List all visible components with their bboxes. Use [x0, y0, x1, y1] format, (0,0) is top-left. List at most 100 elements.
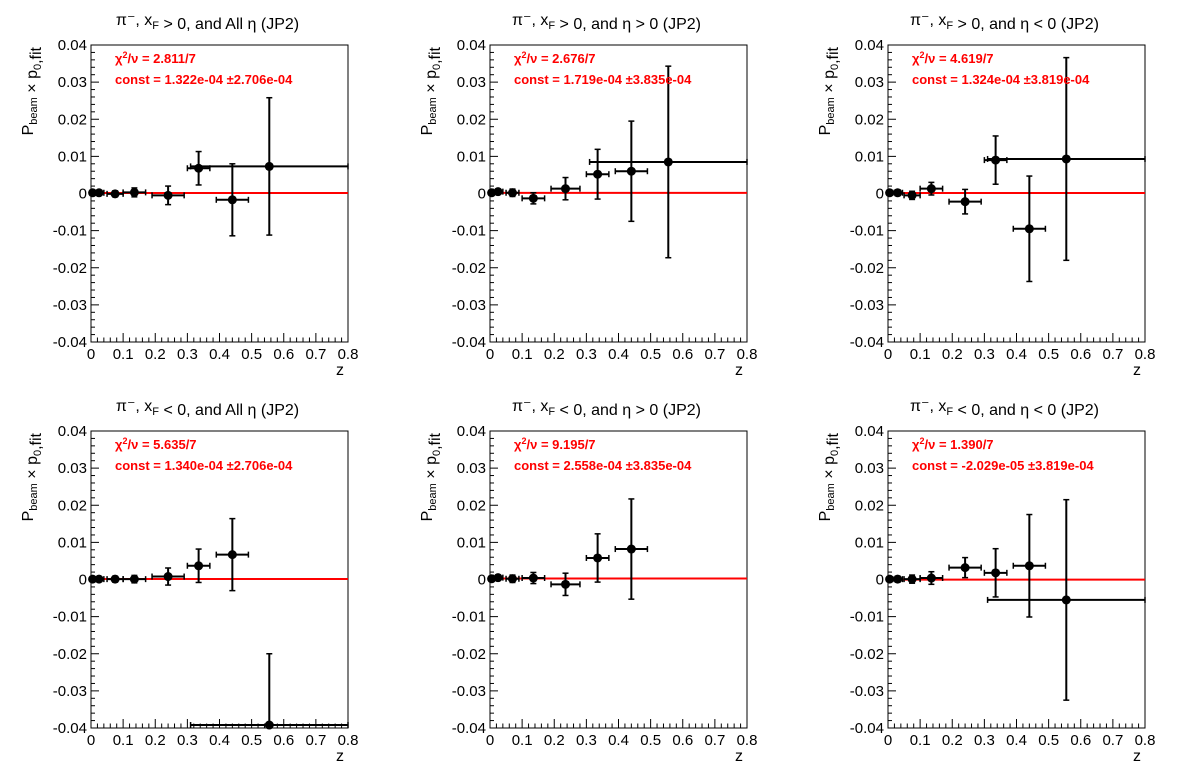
data-point-7: [215, 517, 250, 592]
x-tick-label: 0.3: [974, 346, 995, 363]
data-point-5: [151, 185, 185, 206]
y-axis-label: Pbeam × p0,fit: [419, 432, 444, 521]
x-tick-label: 0.5: [1038, 346, 1059, 363]
y-tick-label: 0: [478, 572, 486, 589]
data-marker: [1061, 154, 1071, 164]
data-marker: [493, 187, 503, 197]
x-tick-label: 0.6: [672, 346, 693, 363]
data-marker: [163, 572, 173, 582]
y-tick-label: 0.02: [457, 111, 486, 128]
y-tick-label: 0.03: [58, 460, 87, 477]
y-tick-label: 0.04: [58, 423, 87, 440]
data-point-3: [505, 574, 520, 584]
x-tick-label: 0.8: [338, 732, 359, 749]
y-tick-label: 0: [478, 186, 486, 203]
chart-title: π⁻, xF > 0, and η < 0 (JP2): [910, 12, 1099, 33]
y-tick-label: 0.03: [457, 460, 486, 477]
x-tick-label: 0.5: [241, 732, 262, 749]
chart-panel-3: 0 0.1 0.2 0.3 0.4 0.5 0.6 0.7 0.8 -0.04 -0.03 -0.02…: [817, 12, 1155, 379]
y-tick-label: -0.04: [53, 720, 87, 737]
x-tick-label: 0.7: [305, 732, 326, 749]
data-point-8: [189, 96, 349, 236]
y-tick-label: -0.03: [53, 683, 87, 700]
y-tick-label: -0.02: [452, 260, 486, 277]
data-marker: [507, 188, 517, 198]
x-tick-label: 0.8: [737, 732, 758, 749]
data-marker: [227, 195, 237, 205]
x-tick-label: 0.6: [1070, 346, 1091, 363]
data-point-5: [948, 188, 982, 215]
data-point-6: [585, 533, 610, 583]
x-tick-label: 0.4: [1006, 732, 1027, 749]
x-tick-label: 0: [486, 732, 494, 749]
y-tick-label: 0.02: [855, 111, 884, 128]
data-marker: [907, 574, 917, 584]
data-point-2: [492, 187, 504, 197]
chart-title: π⁻, xF < 0, and All η (JP2): [116, 398, 299, 419]
chart-panel-5: 0 0.1 0.2 0.3 0.4 0.5 0.6 0.7 0.8 -0.04 -0.03 -0.02…: [419, 398, 757, 765]
y-tick-label: 0.03: [457, 74, 486, 91]
data-point-7: [614, 120, 649, 223]
data-point-3: [106, 189, 124, 199]
data-marker: [907, 190, 917, 200]
y-tick-label: -0.01: [53, 223, 87, 240]
data-point-7: [215, 163, 250, 237]
data-point-5: [550, 572, 581, 597]
y-tick-label: 0.01: [855, 534, 884, 551]
x-tick-label: 0.1: [512, 732, 533, 749]
data-point-5: [948, 556, 982, 579]
x-tick-label: 0.5: [241, 346, 262, 363]
x-tick-label: 0.8: [1135, 346, 1156, 363]
y-tick-label: -0.03: [452, 683, 486, 700]
x-tick-label: 0.6: [273, 732, 294, 749]
x-tick-label: 0: [884, 732, 892, 749]
y-tick-label: 0.04: [855, 423, 884, 440]
chi2-label: χ2/ν = 2.811/7: [115, 50, 196, 66]
y-tick-label: 0.01: [457, 534, 486, 551]
y-tick-label: 0: [876, 572, 884, 589]
x-tick-label: 0.4: [209, 732, 230, 749]
chi2-label: χ2/ν = 5.635/7: [115, 436, 197, 452]
chart-title: π⁻, xF < 0, and η > 0 (JP2): [512, 398, 701, 419]
x-tick-label: 0.3: [177, 346, 198, 363]
data-marker: [94, 574, 104, 584]
data-point-7: [1012, 513, 1047, 618]
data-marker: [264, 720, 274, 730]
x-tick-label: 0.8: [737, 346, 758, 363]
data-point-2: [492, 573, 504, 583]
y-tick-label: -0.03: [452, 297, 486, 314]
const-label: const = 2.558e-04 ±3.835e-04: [514, 458, 692, 473]
data-point-5: [151, 567, 185, 586]
data-point-3: [903, 190, 921, 201]
x-tick-label: 0.4: [608, 732, 629, 749]
data-marker: [507, 574, 517, 584]
data-marker: [110, 574, 120, 584]
x-tick-label: 0: [87, 346, 95, 363]
x-tick-label: 0.3: [576, 346, 597, 363]
data-marker: [194, 163, 204, 173]
chart-title: π⁻, xF > 0, and All η (JP2): [116, 12, 299, 33]
data-point-2: [93, 188, 105, 198]
data-marker: [528, 573, 538, 583]
x-tick-label: 0.2: [145, 732, 166, 749]
data-marker: [493, 573, 503, 583]
x-tick-label: 0.2: [544, 732, 565, 749]
y-tick-label: 0.04: [457, 37, 486, 54]
data-marker: [991, 155, 1001, 165]
data-marker: [893, 574, 903, 584]
data-marker: [926, 573, 936, 583]
data-point-8: [588, 65, 748, 259]
data-point-4: [521, 192, 546, 205]
data-marker: [626, 166, 636, 176]
x-tick-label: 0.4: [608, 346, 629, 363]
x-tick-label: 0.2: [145, 346, 166, 363]
y-tick-label: 0.04: [855, 37, 884, 54]
x-tick-label: 0.7: [704, 346, 725, 363]
y-tick-label: -0.04: [53, 334, 87, 351]
chart-title: π⁻, xF > 0, and η > 0 (JP2): [512, 12, 701, 33]
x-tick-label: 0.4: [209, 346, 230, 363]
y-tick-label: -0.02: [53, 260, 87, 277]
x-tick-label: 0.7: [305, 346, 326, 363]
data-point-4: [919, 181, 944, 196]
